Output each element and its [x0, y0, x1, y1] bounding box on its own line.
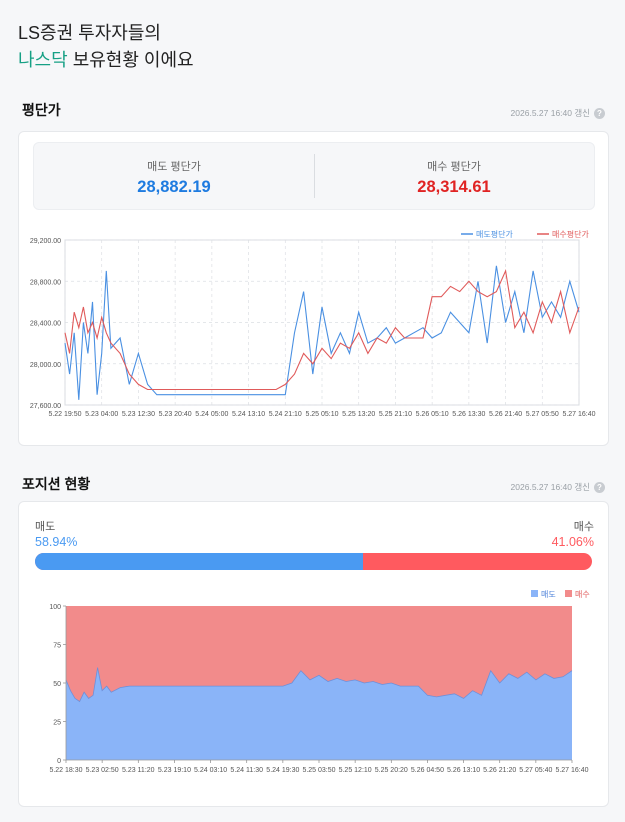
x-tick-label: 5.23 11:20 [122, 767, 155, 774]
hero-line-2: 나스닥 보유현황 이에요 [18, 47, 194, 74]
y-tick-label: 75 [53, 643, 61, 650]
y-tick-label: 28,400.00 [30, 321, 61, 328]
position-card: 매도 매수 58.94% 41.06% 0 25 50 75 100 5.22 18:30… [18, 501, 609, 807]
x-tick-label: 5.24 19:30 [266, 767, 299, 774]
x-tick-label: 5.25 05:10 [305, 411, 338, 418]
position-area-chart: 0 25 50 75 100 5.22 18:30 5.23 02:50 5.23 11:20… [49, 590, 590, 774]
series-line-sell [64, 265, 580, 400]
x-tick-label: 5.25 21:10 [379, 411, 412, 418]
x-tick-label: 5.27 16:40 [555, 767, 588, 774]
position-updated-time: 2026.5.27 16:40 갱신 [510, 482, 590, 492]
x-tick-label: 5.26 21:40 [489, 411, 522, 418]
x-tick-label: 5.26 04:50 [411, 767, 444, 774]
x-tick-label: 5.23 19:10 [158, 767, 191, 774]
position-ratio-bar [35, 553, 592, 570]
x-tick-label: 5.23 02:50 [86, 767, 119, 774]
x-tick-label: 5.23 12:30 [122, 411, 155, 418]
hero-accent: 나스닥 [18, 50, 68, 70]
sell-label: 매도 [35, 521, 56, 533]
legend-swatch [565, 590, 572, 597]
hero-line-1: LS증권 투자자들의 [18, 23, 161, 43]
sell-percent: 58.94% [35, 535, 78, 549]
x-tick-label: 5.22 18:30 [49, 767, 82, 774]
x-tick-label: 5.27 16:40 [562, 411, 595, 418]
x-tick-label: 5.27 05:40 [519, 767, 552, 774]
legend-label: 매수평단가 [552, 229, 589, 239]
buy-avg-col: 매수 평단가 28,314.61 [314, 143, 594, 209]
legend-label: 매도평단가 [476, 229, 513, 239]
avg-summary-box: 매도 평단가 28,882.19 매수 평단가 28,314.61 [33, 142, 595, 210]
sell-avg-value: 28,882.19 [137, 178, 211, 196]
x-tick-label: 5.22 19:50 [48, 411, 81, 418]
area-sell [66, 667, 572, 760]
y-tick-label: 28,800.00 [30, 279, 61, 286]
x-tick-label: 5.24 13:10 [232, 411, 265, 418]
legend-label: 매도 [541, 590, 556, 599]
x-tick-label: 5.26 13:10 [447, 767, 480, 774]
x-tick-label: 5.27 05:50 [526, 411, 559, 418]
hero-title: LS증권 투자자들의 나스닥 보유현황 이에요 [18, 20, 194, 74]
position-section-title: 포지션 현황 [22, 476, 91, 492]
buy-percent: 41.06% [551, 535, 594, 549]
x-tick-label: 5.24 03:10 [194, 767, 227, 774]
y-tick-label: 100 [49, 604, 61, 611]
buy-avg-value: 28,314.61 [417, 178, 491, 196]
avg-card: 매도 평단가 28,882.19 매수 평단가 28,314.61 27,600… [18, 131, 609, 446]
hero-line-2-rest: 보유현황 이에요 [67, 50, 194, 70]
x-tick-label: 5.24 21:10 [269, 411, 302, 418]
x-tick-label: 5.25 20:20 [375, 767, 408, 774]
x-tick-label: 5.26 21:20 [483, 767, 516, 774]
x-tick-label: 5.25 03:50 [302, 767, 335, 774]
area-boundary-line [65, 667, 573, 703]
buy-avg-label: 매수 평단가 [427, 161, 481, 173]
legend-swatch [531, 590, 538, 597]
legend-label: 매수 [575, 590, 590, 599]
buy-label: 매수 [573, 521, 594, 533]
x-tick-label: 5.25 13:20 [342, 411, 375, 418]
y-tick-label: 0 [57, 758, 61, 765]
y-tick-label: 28,000.00 [30, 362, 61, 369]
position-ratio-sell-fill [35, 553, 364, 570]
x-tick-label: 5.25 12:10 [339, 767, 372, 774]
x-tick-label: 5.26 13:30 [452, 411, 485, 418]
y-tick-label: 50 [53, 681, 61, 688]
avg-section-meta: 2026.5.27 16:40 갱신 ? [511, 107, 605, 119]
y-tick-label: 29,200.00 [30, 238, 61, 245]
sell-avg-col: 매도 평단가 28,882.19 [34, 143, 314, 209]
help-icon[interactable]: ? [594, 107, 605, 119]
y-tick-label: 25 [53, 720, 61, 727]
x-tick-label: 5.24 11:30 [230, 767, 263, 774]
avg-updated-time: 2026.5.27 16:40 갱신 [510, 108, 590, 118]
series-line-buy [64, 268, 580, 391]
avg-section-title: 평단가 [22, 102, 61, 118]
avg-line-chart: 27,600.00 28,000.00 28,400.00 28,800.00 29,2… [30, 229, 596, 418]
x-tick-label: 5.26 05:10 [416, 411, 449, 418]
position-section-meta: 2026.5.27 16:40 갱신 ? [511, 481, 605, 493]
y-tick-label: 27,600.00 [30, 403, 61, 410]
x-tick-label: 5.23 04:00 [85, 411, 118, 418]
x-tick-label: 5.23 20:40 [159, 411, 192, 418]
avg-divider [314, 154, 315, 198]
x-tick-label: 5.24 05:00 [195, 411, 228, 418]
sell-avg-label: 매도 평단가 [147, 161, 201, 173]
help-icon[interactable]: ? [594, 481, 605, 493]
